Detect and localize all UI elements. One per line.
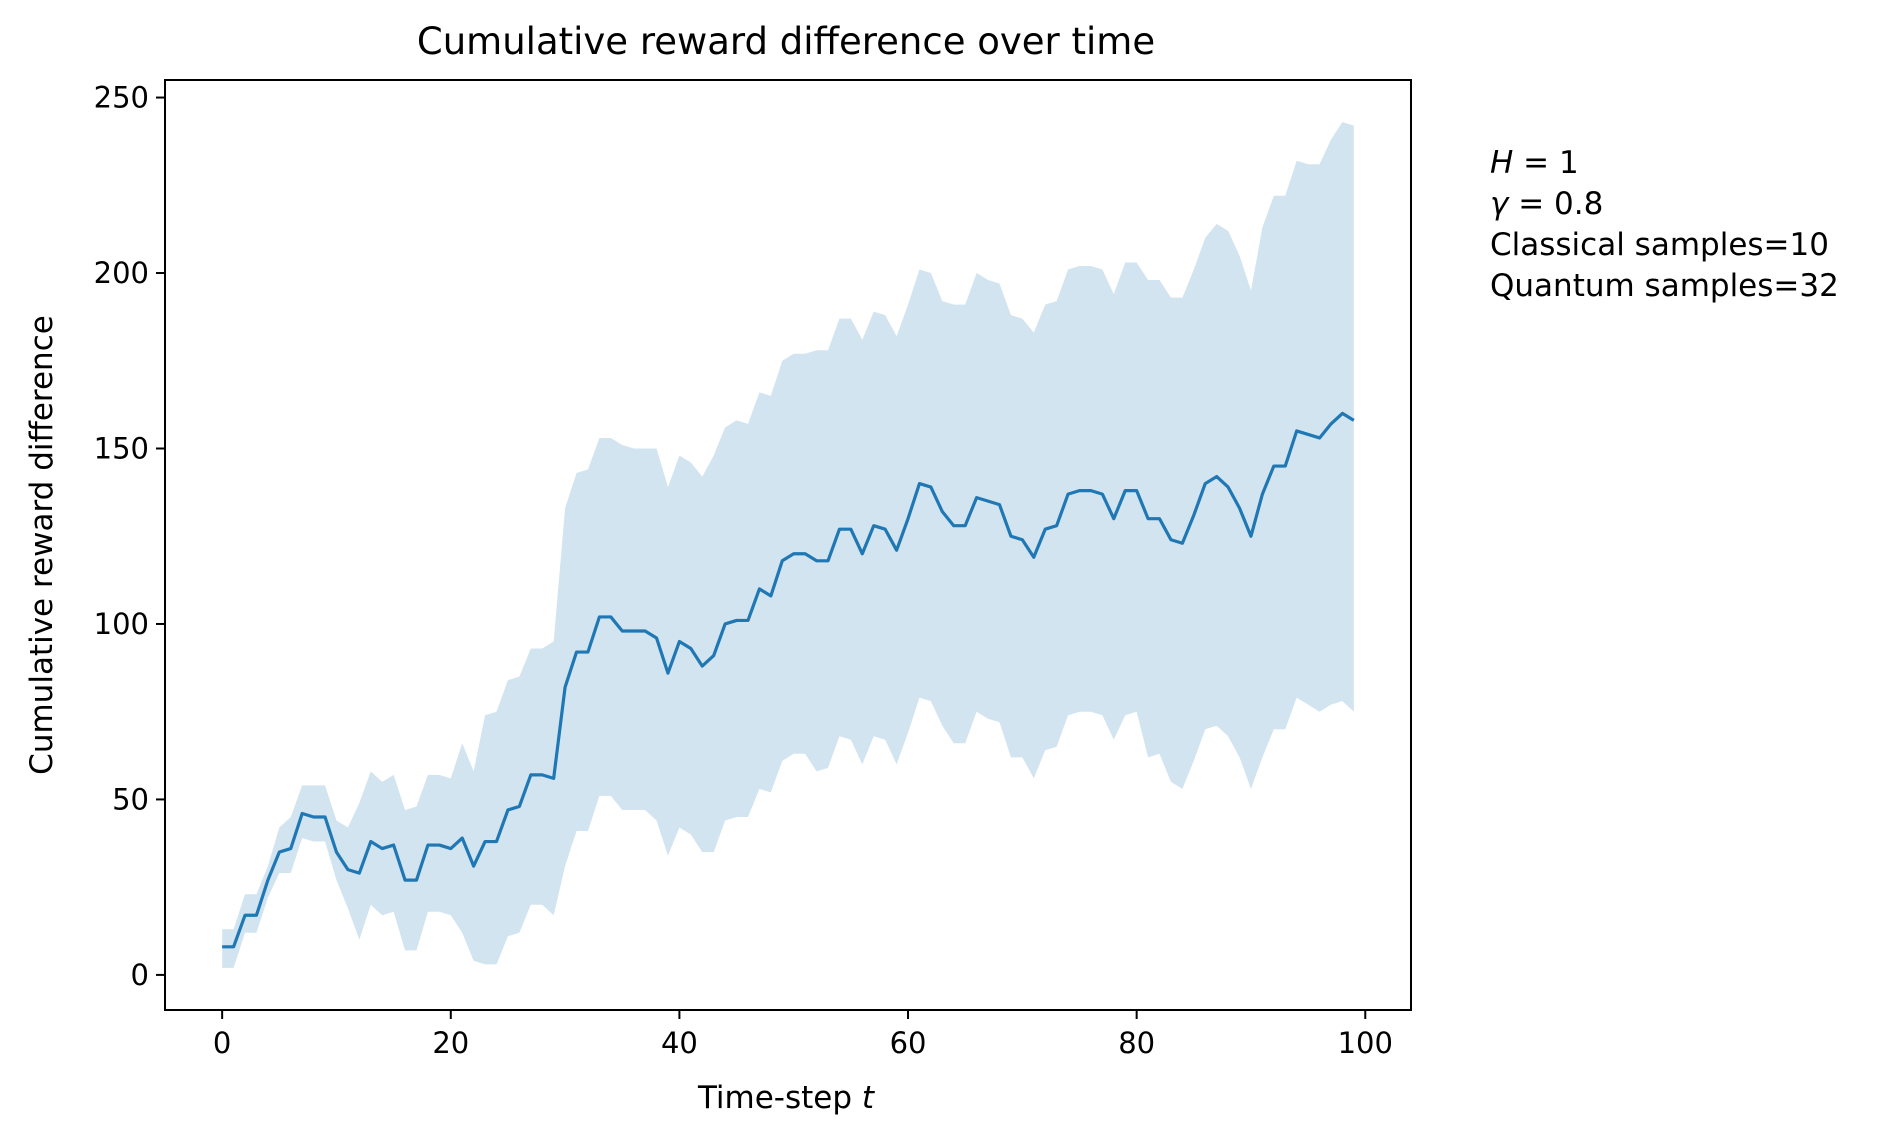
x-axis-label: Time-step t — [697, 1080, 876, 1116]
x-tick-label: 20 — [432, 1026, 469, 1060]
y-tick-label: 0 — [131, 958, 149, 992]
x-tick-label: 40 — [661, 1026, 698, 1060]
confidence-band — [222, 122, 1354, 968]
chart-title: Cumulative reward difference over time — [417, 20, 1155, 63]
y-tick-label: 100 — [94, 607, 149, 641]
x-tick-label: 80 — [1118, 1026, 1155, 1060]
mean-line — [222, 411, 1355, 949]
annotation-classical-samples: Classical samples=10 — [1490, 227, 1829, 263]
y-axis-label: Cumulative reward difference — [24, 315, 60, 775]
parameter-annotation: H = 1 γ = 0.8 Classical samples=10 Quant… — [1490, 145, 1839, 304]
y-tick-label: 250 — [94, 81, 149, 115]
plot-area — [222, 122, 1355, 968]
x-axis: 0 20 40 60 80 100 — [213, 1010, 1393, 1060]
x-tick-label: 0 — [213, 1026, 231, 1060]
annotation-gamma: γ = 0.8 — [1490, 186, 1603, 222]
annotation-quantum-samples: Quantum samples=32 — [1490, 268, 1839, 304]
y-tick-label: 200 — [94, 256, 149, 290]
x-tick-label: 100 — [1338, 1026, 1393, 1060]
y-tick-label: 50 — [112, 782, 149, 816]
y-tick-label: 150 — [94, 431, 149, 465]
x-tick-label: 60 — [890, 1026, 927, 1060]
axes-frame — [164, 79, 1412, 1011]
annotation-h: H = 1 — [1490, 145, 1579, 181]
y-axis: 0 50 100 150 200 250 — [94, 81, 165, 992]
